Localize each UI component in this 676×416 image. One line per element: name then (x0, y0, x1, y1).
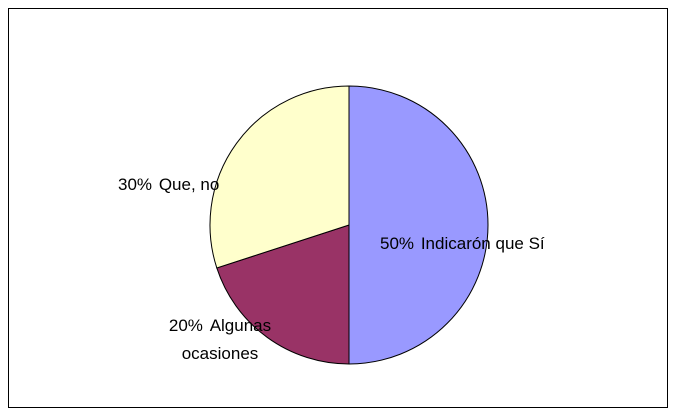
value-label: 30% (118, 175, 153, 194)
value-label: 20% (168, 316, 203, 335)
slice-label: 30% Que, no (118, 171, 318, 199)
pie-slice (209, 85, 350, 269)
value-label: 50% (380, 234, 415, 253)
category-label: Que, no (158, 175, 220, 194)
slice-label: 50% Indicarón que Sí (380, 230, 640, 258)
category-label: Indicarón que Sí (420, 234, 545, 253)
category-label: Algunas ocasiones (181, 316, 272, 363)
pie-slice (216, 224, 350, 365)
pie-slice (348, 85, 489, 365)
slice-label: 20% Algunas ocasiones (130, 312, 310, 368)
